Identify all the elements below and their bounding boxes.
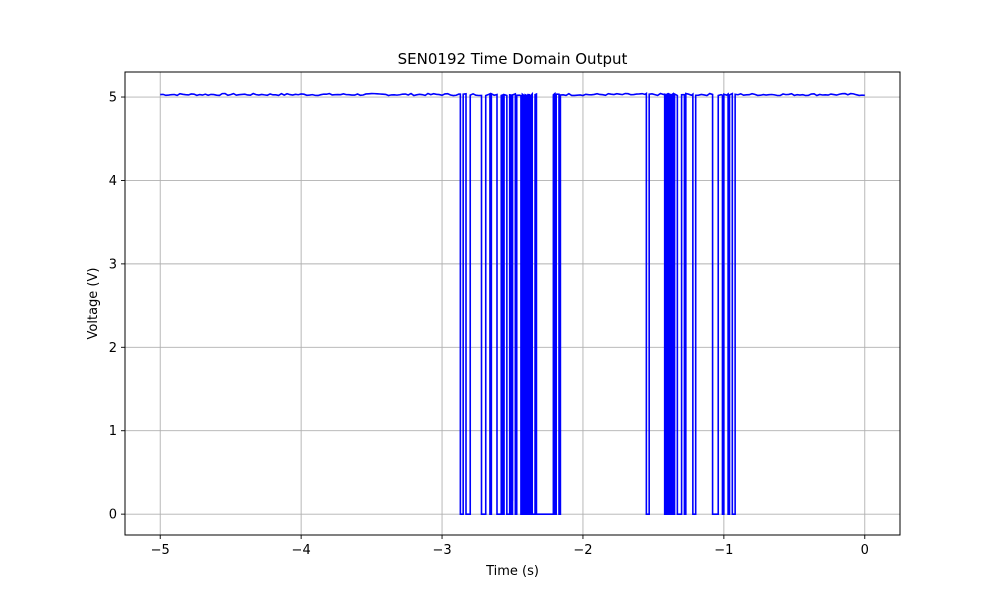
- chart-title: SEN0192 Time Domain Output: [398, 50, 628, 68]
- x-tick-label: −1: [714, 543, 733, 558]
- y-tick-label: 0: [109, 508, 117, 523]
- tick-layer: −5 −4 −3 −2 −1 0 0 1 2 3 4 5: [109, 91, 869, 558]
- plot-frame: [124, 71, 901, 536]
- x-tick-label: 0: [861, 543, 869, 558]
- y-tick-label: 5: [109, 91, 117, 106]
- x-axis-label: Time (s): [485, 564, 539, 579]
- x-tick-label: −2: [573, 543, 592, 558]
- voltage-partial-drop: [510, 94, 514, 501]
- x-tick-label: −3: [432, 543, 451, 558]
- y-tick-label: 1: [109, 424, 117, 439]
- y-tick-label: 2: [109, 341, 117, 356]
- voltage-series-line: [160, 91, 865, 515]
- y-tick-label: 4: [109, 174, 117, 189]
- y-axis-label: Voltage (V): [86, 268, 101, 340]
- x-tick-label: −4: [292, 543, 311, 558]
- series-layer: [160, 91, 865, 515]
- x-tick-label: −5: [151, 543, 170, 558]
- y-tick-label: 3: [109, 257, 117, 272]
